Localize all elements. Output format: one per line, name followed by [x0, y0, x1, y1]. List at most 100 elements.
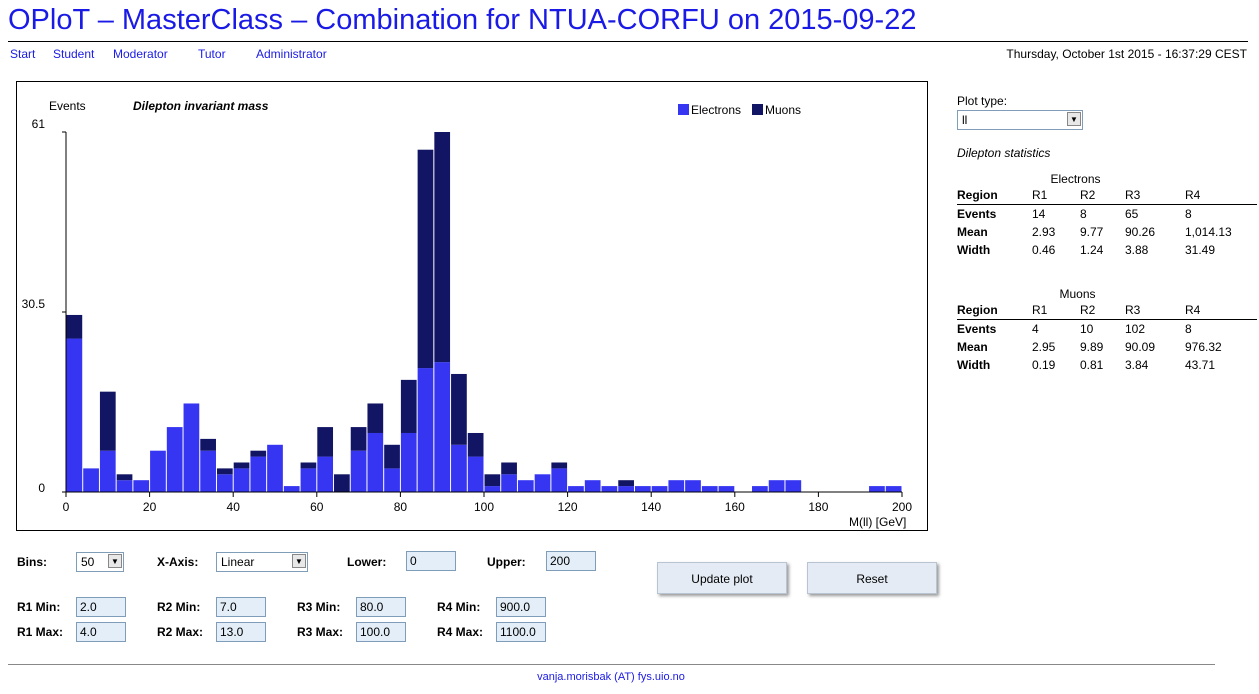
plot-type-label: Plot type:	[957, 94, 1008, 108]
stats-cell: 90.26	[1125, 225, 1156, 239]
lower-input[interactable]: 0	[406, 551, 456, 571]
bar-electrons	[183, 403, 200, 492]
bar-electrons	[384, 468, 400, 492]
stats-cell: 2.95	[1032, 340, 1056, 354]
reset-button[interactable]: Reset	[807, 562, 937, 594]
stats-cell: 2.93	[1032, 225, 1056, 239]
nav-start-link[interactable]: Start	[10, 47, 36, 61]
r3-max-input[interactable]: 100.0	[356, 622, 406, 642]
x-tick-label: 60	[310, 500, 324, 514]
stats-cell: 43.71	[1185, 358, 1216, 372]
stats-cell: 1.24	[1080, 243, 1104, 257]
bar-electrons	[467, 456, 484, 492]
stats-header-row: Region R1 R2 R3 R4	[957, 301, 1257, 320]
nav-tutor-link[interactable]: Tutor	[198, 47, 226, 61]
bar-electrons	[133, 480, 150, 492]
bar-electrons	[634, 486, 651, 492]
stats-header-cell: R4	[1185, 186, 1257, 205]
upper-input[interactable]: 200	[546, 551, 596, 571]
stats-header-row: Region R1 R2 R3 R4	[957, 186, 1257, 205]
x-axis-select[interactable]: Linear ▼	[216, 552, 308, 572]
bar-electrons	[869, 486, 885, 492]
bar-muons	[116, 474, 133, 481]
y-tick-label: 61	[32, 117, 46, 131]
r4-min-label: R4 Min:	[437, 600, 481, 614]
stats-cell: 1,014.13	[1185, 225, 1232, 239]
page-title: OPloT – MasterClass – Combination for NT…	[8, 4, 917, 36]
bar-muons	[334, 474, 350, 492]
r1-min-label: R1 Min:	[17, 600, 61, 614]
r3-min-label: R3 Min:	[297, 600, 341, 614]
r1-max-label: R1 Max:	[17, 625, 64, 639]
bar-electrons	[367, 432, 384, 492]
bar-muons	[467, 432, 484, 457]
stats-cell: 9.77	[1080, 225, 1104, 239]
bar-electrons	[283, 486, 300, 492]
stats-row-label: Events	[957, 207, 997, 221]
r3-min-input[interactable]: 80.0	[356, 597, 406, 617]
r4-max-input[interactable]: 1100.0	[496, 622, 546, 642]
stats-cell: 0.81	[1080, 358, 1104, 372]
side-panel: Plot type: ll ▼ Dilepton statistics Elec…	[957, 94, 1257, 374]
bar-muons	[233, 462, 250, 469]
stats-cell: 976.32	[1185, 340, 1222, 354]
stats-row: Events 4 10 102 8	[957, 320, 1257, 339]
stats-cell: 8	[1185, 207, 1192, 221]
r2-max-label: R2 Max:	[157, 625, 204, 639]
update-plot-button[interactable]: Update plot	[657, 562, 787, 594]
bar-muons	[551, 462, 568, 469]
stats-cell: 9.89	[1080, 340, 1104, 354]
r2-min-label: R2 Min:	[157, 600, 201, 614]
bar-electrons	[83, 468, 99, 492]
muon-stats-table: Region R1 R2 R3 R4 Events 4 10 102 8 Mean 2.95 9.89 9…	[957, 301, 1257, 374]
muon-stats-block: Muons Region R1 R2 R3 R4 Events 4 10 102 8 Mean 2.9…	[957, 287, 1257, 374]
bar-electrons	[668, 480, 685, 492]
bar-electrons	[233, 468, 250, 492]
stats-cell: 8	[1080, 207, 1087, 221]
bar-muons	[216, 468, 233, 475]
chevron-down-icon: ▼	[292, 554, 306, 568]
stats-header-cell: Region	[957, 301, 1032, 320]
bar-muons	[384, 444, 400, 469]
bins-select[interactable]: 50 ▼	[76, 552, 124, 572]
x-tick-label: 160	[725, 500, 745, 514]
x-tick-label: 120	[558, 500, 578, 514]
r2-max-input[interactable]: 13.0	[216, 622, 266, 642]
stats-row-label: Width	[957, 243, 991, 257]
nav-moderator-link[interactable]: Moderator	[113, 47, 168, 61]
stats-header-cell: R2	[1080, 186, 1125, 205]
histogram-chart: 0 20 40 60 80 100 120 140 160 180 200 0 30.5 61 Event…	[22, 99, 913, 529]
bar-muons	[250, 450, 267, 457]
bar-electrons	[885, 486, 902, 492]
nav-administrator-link[interactable]: Administrator	[256, 47, 327, 61]
stats-cell: 31.49	[1185, 243, 1216, 257]
r1-max-input[interactable]: 4.0	[76, 622, 126, 642]
stats-cell: 3.84	[1125, 358, 1149, 372]
plot-type-select[interactable]: ll ▼	[957, 110, 1083, 130]
footer-contact[interactable]: vanja.morisbak (AT) fys.uio.no	[537, 671, 685, 683]
x-axis-value: Linear	[221, 555, 255, 569]
legend-label-muons: Muons	[765, 103, 801, 117]
r1-min-input[interactable]: 2.0	[76, 597, 126, 617]
bar-electrons	[451, 444, 467, 492]
bar-muons	[618, 480, 634, 487]
r3-max-label: R3 Max:	[297, 625, 344, 639]
stats-header-cell: R1	[1032, 301, 1080, 320]
stats-row-label: Events	[957, 322, 997, 336]
bar-electrons	[350, 450, 367, 492]
y-tick-label: 30.5	[22, 297, 46, 311]
bar-electrons	[166, 427, 183, 492]
chevron-down-icon: ▼	[1067, 112, 1081, 126]
bar-muons	[300, 462, 317, 469]
r4-max-label: R4 Max:	[437, 625, 484, 639]
r4-min-input[interactable]: 900.0	[496, 597, 546, 617]
r2-min-input[interactable]: 7.0	[216, 597, 266, 617]
bar-electrons	[718, 486, 735, 492]
nav-student-link[interactable]: Student	[53, 47, 95, 61]
bar-electrons	[768, 480, 785, 492]
title-divider	[8, 41, 1248, 42]
stats-cell: 102	[1125, 322, 1146, 336]
bar-muons	[66, 314, 83, 339]
footer-divider	[8, 664, 1215, 665]
bar-electrons	[400, 432, 417, 492]
